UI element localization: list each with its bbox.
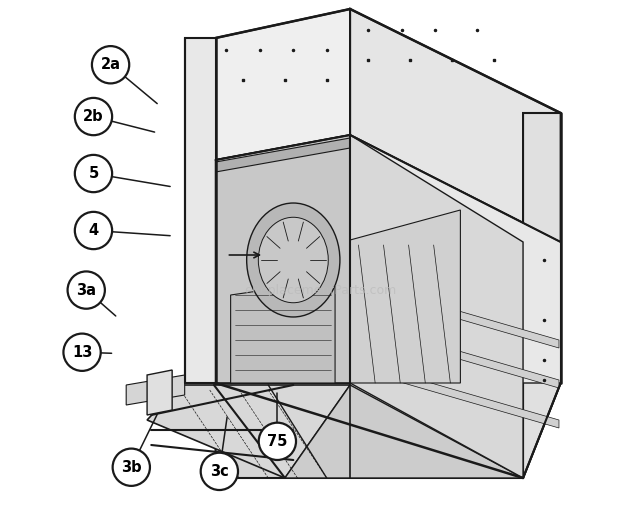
Polygon shape	[231, 280, 335, 383]
Circle shape	[201, 453, 238, 490]
Polygon shape	[352, 320, 559, 388]
Text: 3a: 3a	[76, 283, 96, 297]
Polygon shape	[285, 385, 523, 478]
Text: 3b: 3b	[121, 460, 141, 474]
Circle shape	[75, 155, 112, 192]
Text: 5: 5	[89, 166, 99, 181]
Polygon shape	[523, 113, 560, 478]
Polygon shape	[147, 385, 350, 478]
Circle shape	[113, 449, 150, 486]
Circle shape	[75, 98, 112, 135]
Polygon shape	[352, 280, 559, 348]
Ellipse shape	[259, 217, 328, 303]
Ellipse shape	[247, 203, 340, 317]
Text: 2b: 2b	[83, 109, 104, 124]
Polygon shape	[350, 135, 523, 478]
Text: 2a: 2a	[100, 57, 120, 72]
Polygon shape	[350, 9, 560, 242]
Text: 75: 75	[267, 434, 288, 449]
Circle shape	[75, 212, 112, 249]
Text: eReplacementParts.com: eReplacementParts.com	[244, 283, 396, 297]
Circle shape	[259, 423, 296, 460]
Text: 3c: 3c	[210, 464, 229, 479]
Circle shape	[92, 46, 129, 83]
Text: 13: 13	[72, 345, 92, 359]
Polygon shape	[216, 138, 350, 172]
Circle shape	[63, 334, 100, 371]
Polygon shape	[147, 370, 172, 415]
Polygon shape	[126, 375, 185, 405]
Polygon shape	[216, 9, 350, 160]
Polygon shape	[216, 383, 560, 478]
Polygon shape	[185, 38, 216, 383]
Polygon shape	[350, 210, 461, 383]
Polygon shape	[216, 135, 350, 383]
Text: 4: 4	[89, 223, 99, 238]
Polygon shape	[352, 360, 559, 428]
Polygon shape	[350, 135, 560, 383]
Circle shape	[68, 271, 105, 309]
